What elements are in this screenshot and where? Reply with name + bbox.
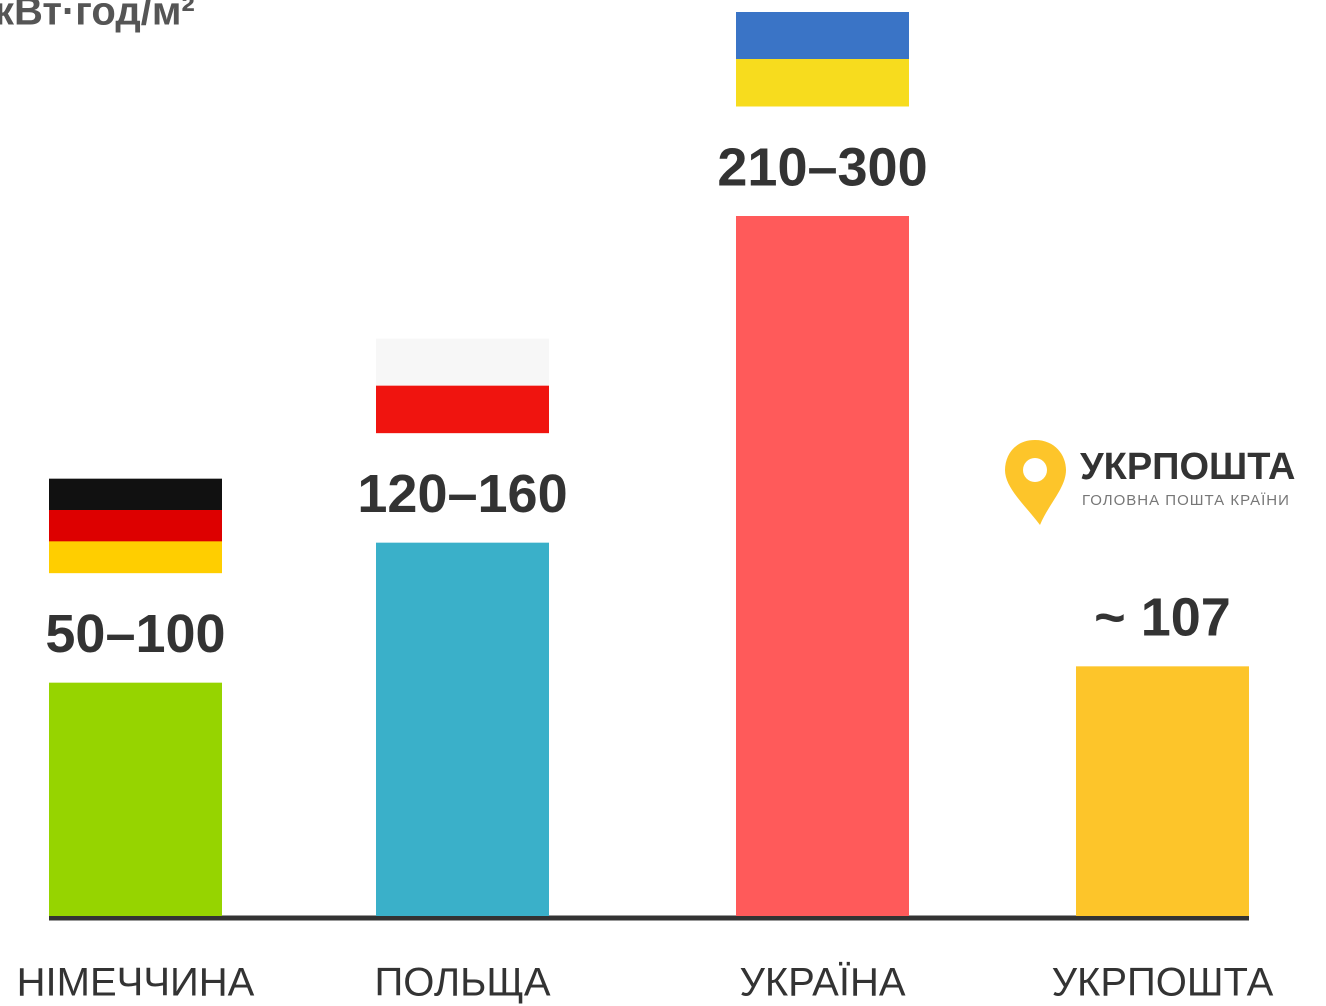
bar [376, 542, 549, 916]
logo-tagline: ГОЛОВНА ПОШТА КРАЇНИ [1082, 492, 1290, 509]
x-tick-label: УКРАЇНА [739, 961, 905, 1005]
flag-stripe [49, 478, 222, 511]
value-label: ~ 107 [1094, 588, 1231, 648]
logo-pin-hole [1023, 458, 1047, 482]
flag-stripe [49, 541, 222, 574]
flag-stripe [736, 59, 909, 107]
logo-name: УКРПОШТА [1080, 446, 1296, 488]
bar [1076, 666, 1249, 916]
flag-stripe [736, 12, 909, 60]
flag-stripe [376, 385, 549, 434]
bar [49, 682, 222, 916]
value-label: 50–100 [45, 604, 225, 664]
flag-stripe [376, 338, 549, 387]
x-tick-label: ПОЛЬЩА [374, 961, 550, 1005]
x-tick-label: УКРПОШТА [1052, 961, 1274, 1005]
ukrposhta-logo: УКРПОШТА ГОЛОВНА ПОШТА КРАЇНИ [1005, 440, 1296, 525]
flag-stripe [49, 510, 222, 542]
value-label: 120–160 [357, 464, 567, 524]
x-tick-label: НІМЕЧЧИНА [17, 961, 255, 1005]
logo-pin [1005, 440, 1066, 525]
bar [736, 216, 909, 916]
chart-title: кВт·год/м² [0, 0, 195, 34]
value-label: 210–300 [717, 137, 927, 197]
